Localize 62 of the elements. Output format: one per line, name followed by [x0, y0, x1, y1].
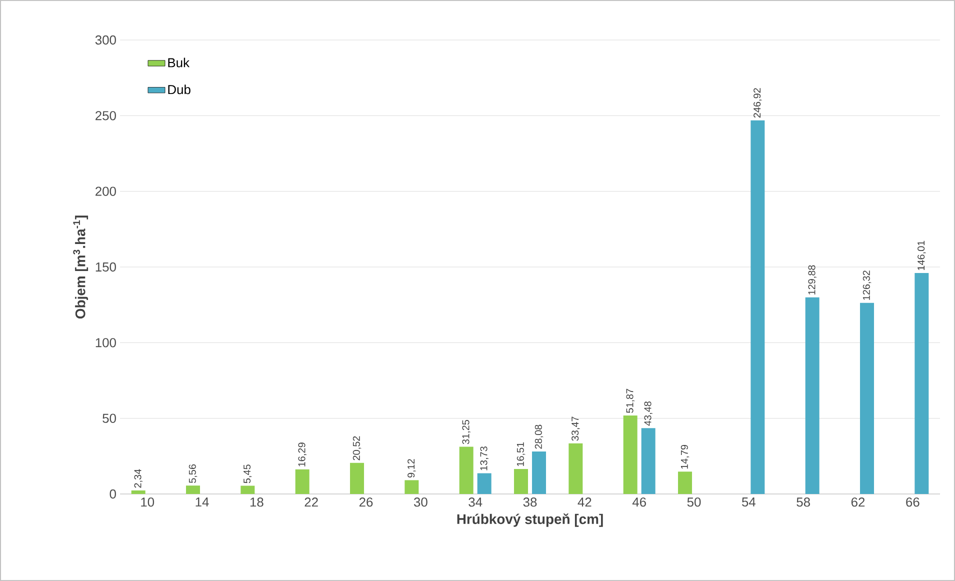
legend-label: Buk — [168, 58, 190, 68]
x-tick-label: 62 — [851, 498, 865, 507]
bar — [459, 446, 474, 494]
data-label: 51,87 — [626, 388, 634, 413]
y-tick-label: 50 — [102, 414, 116, 423]
x-tick-label: 66 — [906, 498, 920, 507]
data-label: 16,51 — [516, 442, 526, 466]
y-tick-label: 250 — [96, 111, 116, 120]
bar — [678, 472, 692, 494]
bar — [623, 415, 638, 494]
bar — [186, 486, 200, 494]
x-tick-label: 50 — [687, 498, 701, 507]
data-label: 246,92 — [754, 88, 762, 118]
bar — [805, 297, 820, 494]
data-label: 5,45 — [244, 464, 252, 484]
data-label: 2,34 — [134, 469, 142, 488]
bar — [860, 302, 874, 494]
data-label: 146,01 — [918, 240, 926, 270]
data-label: 126,32 — [862, 270, 872, 300]
x-tick-label: 38 — [523, 498, 537, 507]
bar — [914, 273, 929, 494]
bar — [532, 451, 546, 494]
data-label: 16,29 — [298, 442, 306, 466]
x-tick-label: 46 — [632, 498, 646, 507]
bar — [350, 462, 364, 494]
data-label: 14,79 — [680, 444, 690, 469]
data-label: 5,56 — [188, 464, 198, 483]
x-tick-label: 54 — [742, 498, 756, 507]
bar — [295, 469, 310, 494]
y-tick-label: 300 — [95, 35, 116, 45]
bar — [514, 469, 528, 494]
x-tick-label: 42 — [578, 498, 592, 507]
x-axis-title: Hrúbkový stupeň [cm] — [457, 514, 603, 527]
legend-label: Dub — [168, 84, 190, 94]
data-label: 129,88 — [808, 265, 816, 294]
y-tick-label: 100 — [96, 338, 116, 348]
x-tick-label: 30 — [414, 498, 428, 507]
text: Objem [m$^{3}$.ha$^{-1}$] — [73, 216, 88, 319]
y-tick-label: 0 — [110, 489, 116, 499]
x-tick-label: 26 — [359, 498, 373, 507]
bar — [404, 480, 419, 494]
x-tick-label: 10 — [141, 498, 154, 507]
data-label: 28,08 — [534, 424, 544, 449]
data-label: 31,25 — [462, 420, 470, 444]
x-tick-label: 22 — [304, 498, 318, 507]
x-tick-label: 58 — [796, 498, 810, 507]
data-label: 20,52 — [352, 436, 362, 460]
data-label: 43,48 — [644, 401, 652, 426]
x-tick-label: 34 — [468, 498, 482, 507]
bar — [750, 120, 765, 494]
x-tick-label: 18 — [250, 498, 264, 507]
bar — [568, 443, 583, 494]
data-label: 9,12 — [408, 459, 416, 478]
data-label: 13,73 — [480, 446, 488, 470]
data-label: 33,47 — [572, 416, 580, 441]
bar — [131, 490, 146, 494]
bar — [240, 486, 255, 494]
y-tick-label: 200 — [96, 186, 116, 196]
bar — [641, 428, 656, 494]
y-tick-label: 150 — [96, 262, 116, 272]
bar — [477, 473, 492, 494]
x-tick-label: 14 — [196, 498, 209, 506]
